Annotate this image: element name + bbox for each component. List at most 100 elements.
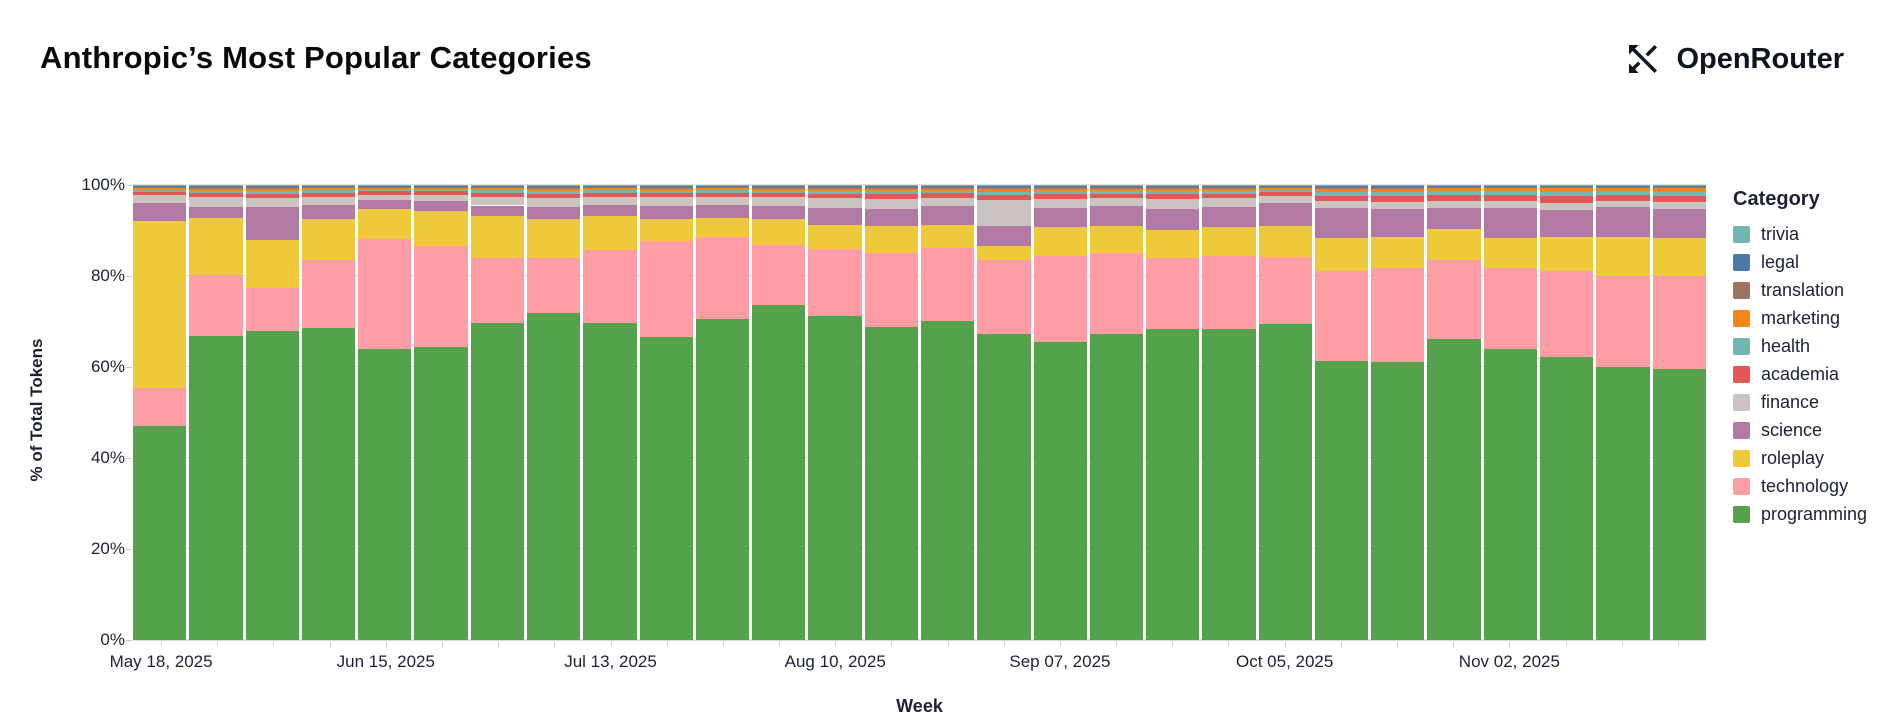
bar-segment-health[interactable]: [1371, 191, 1425, 196]
bar-segment-translation[interactable]: [1089, 186, 1144, 189]
bar-segment-technology[interactable]: [1314, 271, 1369, 362]
bar-week-jun-08-2025[interactable]: [301, 185, 356, 640]
openrouter-brand[interactable]: OpenRouter: [1622, 38, 1844, 80]
bar-segment-technology[interactable]: [1258, 257, 1312, 324]
bar-segment-roleplay[interactable]: [639, 218, 693, 241]
bar-segment-technology[interactable]: [526, 257, 581, 313]
bar-segment-programming[interactable]: [808, 316, 862, 640]
bar-week-aug-03-2025[interactable]: [752, 185, 806, 640]
bar-segment-legal[interactable]: [864, 185, 918, 187]
bar-segment-roleplay[interactable]: [1258, 226, 1312, 258]
bar-segment-academia[interactable]: [358, 191, 412, 195]
bar-segment-health[interactable]: [695, 190, 750, 193]
bar-segment-finance[interactable]: [1427, 201, 1481, 209]
bar-week-aug-10-2025[interactable]: [808, 185, 862, 640]
bar-segment-programming[interactable]: [414, 346, 468, 640]
bar-segment-health[interactable]: [133, 190, 187, 192]
bar-week-nov-02-2025[interactable]: [1483, 185, 1538, 640]
bar-segment-programming[interactable]: [245, 331, 299, 640]
bar-segment-science[interactable]: [1427, 208, 1481, 229]
bar-segment-roleplay[interactable]: [414, 211, 468, 246]
bar-segment-academia[interactable]: [1483, 195, 1538, 202]
bar-segment-technology[interactable]: [1202, 256, 1256, 329]
bar-week-jul-20-2025[interactable]: [639, 185, 693, 640]
bar-segment-trivia[interactable]: [1033, 185, 1087, 186]
bar-segment-health[interactable]: [752, 190, 806, 194]
bar-segment-technology[interactable]: [864, 252, 918, 327]
bar-segment-academia[interactable]: [1596, 195, 1650, 201]
bar-segment-programming[interactable]: [1427, 339, 1481, 640]
bar-segment-roleplay[interactable]: [695, 218, 750, 238]
bar-segment-programming[interactable]: [695, 318, 750, 640]
bar-segment-academia[interactable]: [920, 193, 975, 198]
legend-item-marketing[interactable]: marketing: [1733, 309, 1883, 327]
bar-segment-science[interactable]: [639, 206, 693, 219]
bar-segment-health[interactable]: [920, 190, 975, 194]
bar-segment-translation[interactable]: [1146, 186, 1200, 189]
bar-segment-science[interactable]: [977, 226, 1031, 247]
bar-segment-programming[interactable]: [358, 348, 412, 640]
bar-segment-science[interactable]: [752, 206, 806, 219]
bar-segment-roleplay[interactable]: [1146, 229, 1200, 258]
bar-week-may-18-2025[interactable]: [133, 185, 187, 640]
bar-segment-finance[interactable]: [245, 198, 299, 208]
bar-segment-legal[interactable]: [414, 185, 468, 187]
bar-segment-translation[interactable]: [133, 186, 187, 189]
bar-segment-technology[interactable]: [977, 259, 1031, 335]
bar-segment-legal[interactable]: [752, 185, 806, 187]
bar-segment-finance[interactable]: [920, 197, 975, 207]
bar-week-jun-15-2025[interactable]: [358, 185, 412, 640]
legend-item-science[interactable]: science: [1733, 421, 1883, 439]
bar-segment-finance[interactable]: [1033, 199, 1087, 209]
bar-segment-academia[interactable]: [245, 194, 299, 199]
bar-segment-trivia[interactable]: [1596, 185, 1650, 186]
bar-segment-roleplay[interactable]: [1033, 227, 1087, 256]
bar-segment-science[interactable]: [920, 206, 975, 225]
bar-segment-health[interactable]: [1202, 191, 1256, 194]
bar-segment-translation[interactable]: [1202, 186, 1256, 189]
bar-segment-finance[interactable]: [639, 197, 693, 207]
bar-segment-translation[interactable]: [920, 186, 975, 189]
bar-segment-academia[interactable]: [864, 194, 918, 199]
bar-segment-marketing[interactable]: [414, 187, 468, 190]
bar-segment-marketing[interactable]: [1033, 188, 1087, 192]
bar-segment-science[interactable]: [1596, 207, 1650, 237]
legend-item-programming[interactable]: programming: [1733, 505, 1883, 523]
bar-segment-translation[interactable]: [1540, 186, 1594, 189]
bar-segment-legal[interactable]: [1258, 185, 1312, 187]
bar-segment-finance[interactable]: [808, 198, 862, 209]
bar-segment-health[interactable]: [1258, 190, 1312, 192]
bar-segment-science[interactable]: [470, 205, 524, 217]
bar-segment-legal[interactable]: [301, 185, 356, 187]
bar-segment-trivia[interactable]: [133, 185, 187, 186]
bar-segment-programming[interactable]: [920, 321, 975, 640]
bar-segment-academia[interactable]: [1427, 195, 1481, 202]
bar-segment-roleplay[interactable]: [864, 226, 918, 253]
bar-segment-trivia[interactable]: [752, 185, 806, 186]
bar-week-sep-14-2025[interactable]: [1089, 185, 1144, 640]
bar-segment-translation[interactable]: [470, 186, 524, 189]
bar-segment-trivia[interactable]: [1258, 185, 1312, 186]
bar-segment-academia[interactable]: [414, 191, 468, 196]
bar-segment-finance[interactable]: [301, 196, 356, 206]
bar-segment-academia[interactable]: [133, 191, 187, 196]
bar-week-sep-28-2025[interactable]: [1202, 185, 1256, 640]
bar-segment-translation[interactable]: [526, 186, 581, 189]
bar-segment-health[interactable]: [583, 190, 637, 193]
bar-segment-translation[interactable]: [245, 186, 299, 189]
bar-segment-health[interactable]: [1483, 191, 1538, 196]
bar-segment-technology[interactable]: [1371, 267, 1425, 362]
bar-segment-academia[interactable]: [1146, 194, 1200, 200]
bar-segment-programming[interactable]: [1202, 328, 1256, 640]
bar-segment-roleplay[interactable]: [1483, 238, 1538, 268]
bar-segment-marketing[interactable]: [1596, 188, 1650, 192]
bar-segment-marketing[interactable]: [1258, 188, 1312, 190]
bar-segment-science[interactable]: [1314, 208, 1369, 239]
bar-segment-science[interactable]: [1371, 209, 1425, 237]
bar-segment-marketing[interactable]: [1540, 188, 1594, 192]
bar-segment-marketing[interactable]: [1652, 188, 1706, 192]
bar-segment-trivia[interactable]: [526, 185, 581, 186]
bar-week-oct-19-2025[interactable]: [1371, 185, 1425, 640]
bar-segment-legal[interactable]: [977, 186, 1031, 188]
bar-week-aug-24-2025[interactable]: [920, 185, 975, 640]
